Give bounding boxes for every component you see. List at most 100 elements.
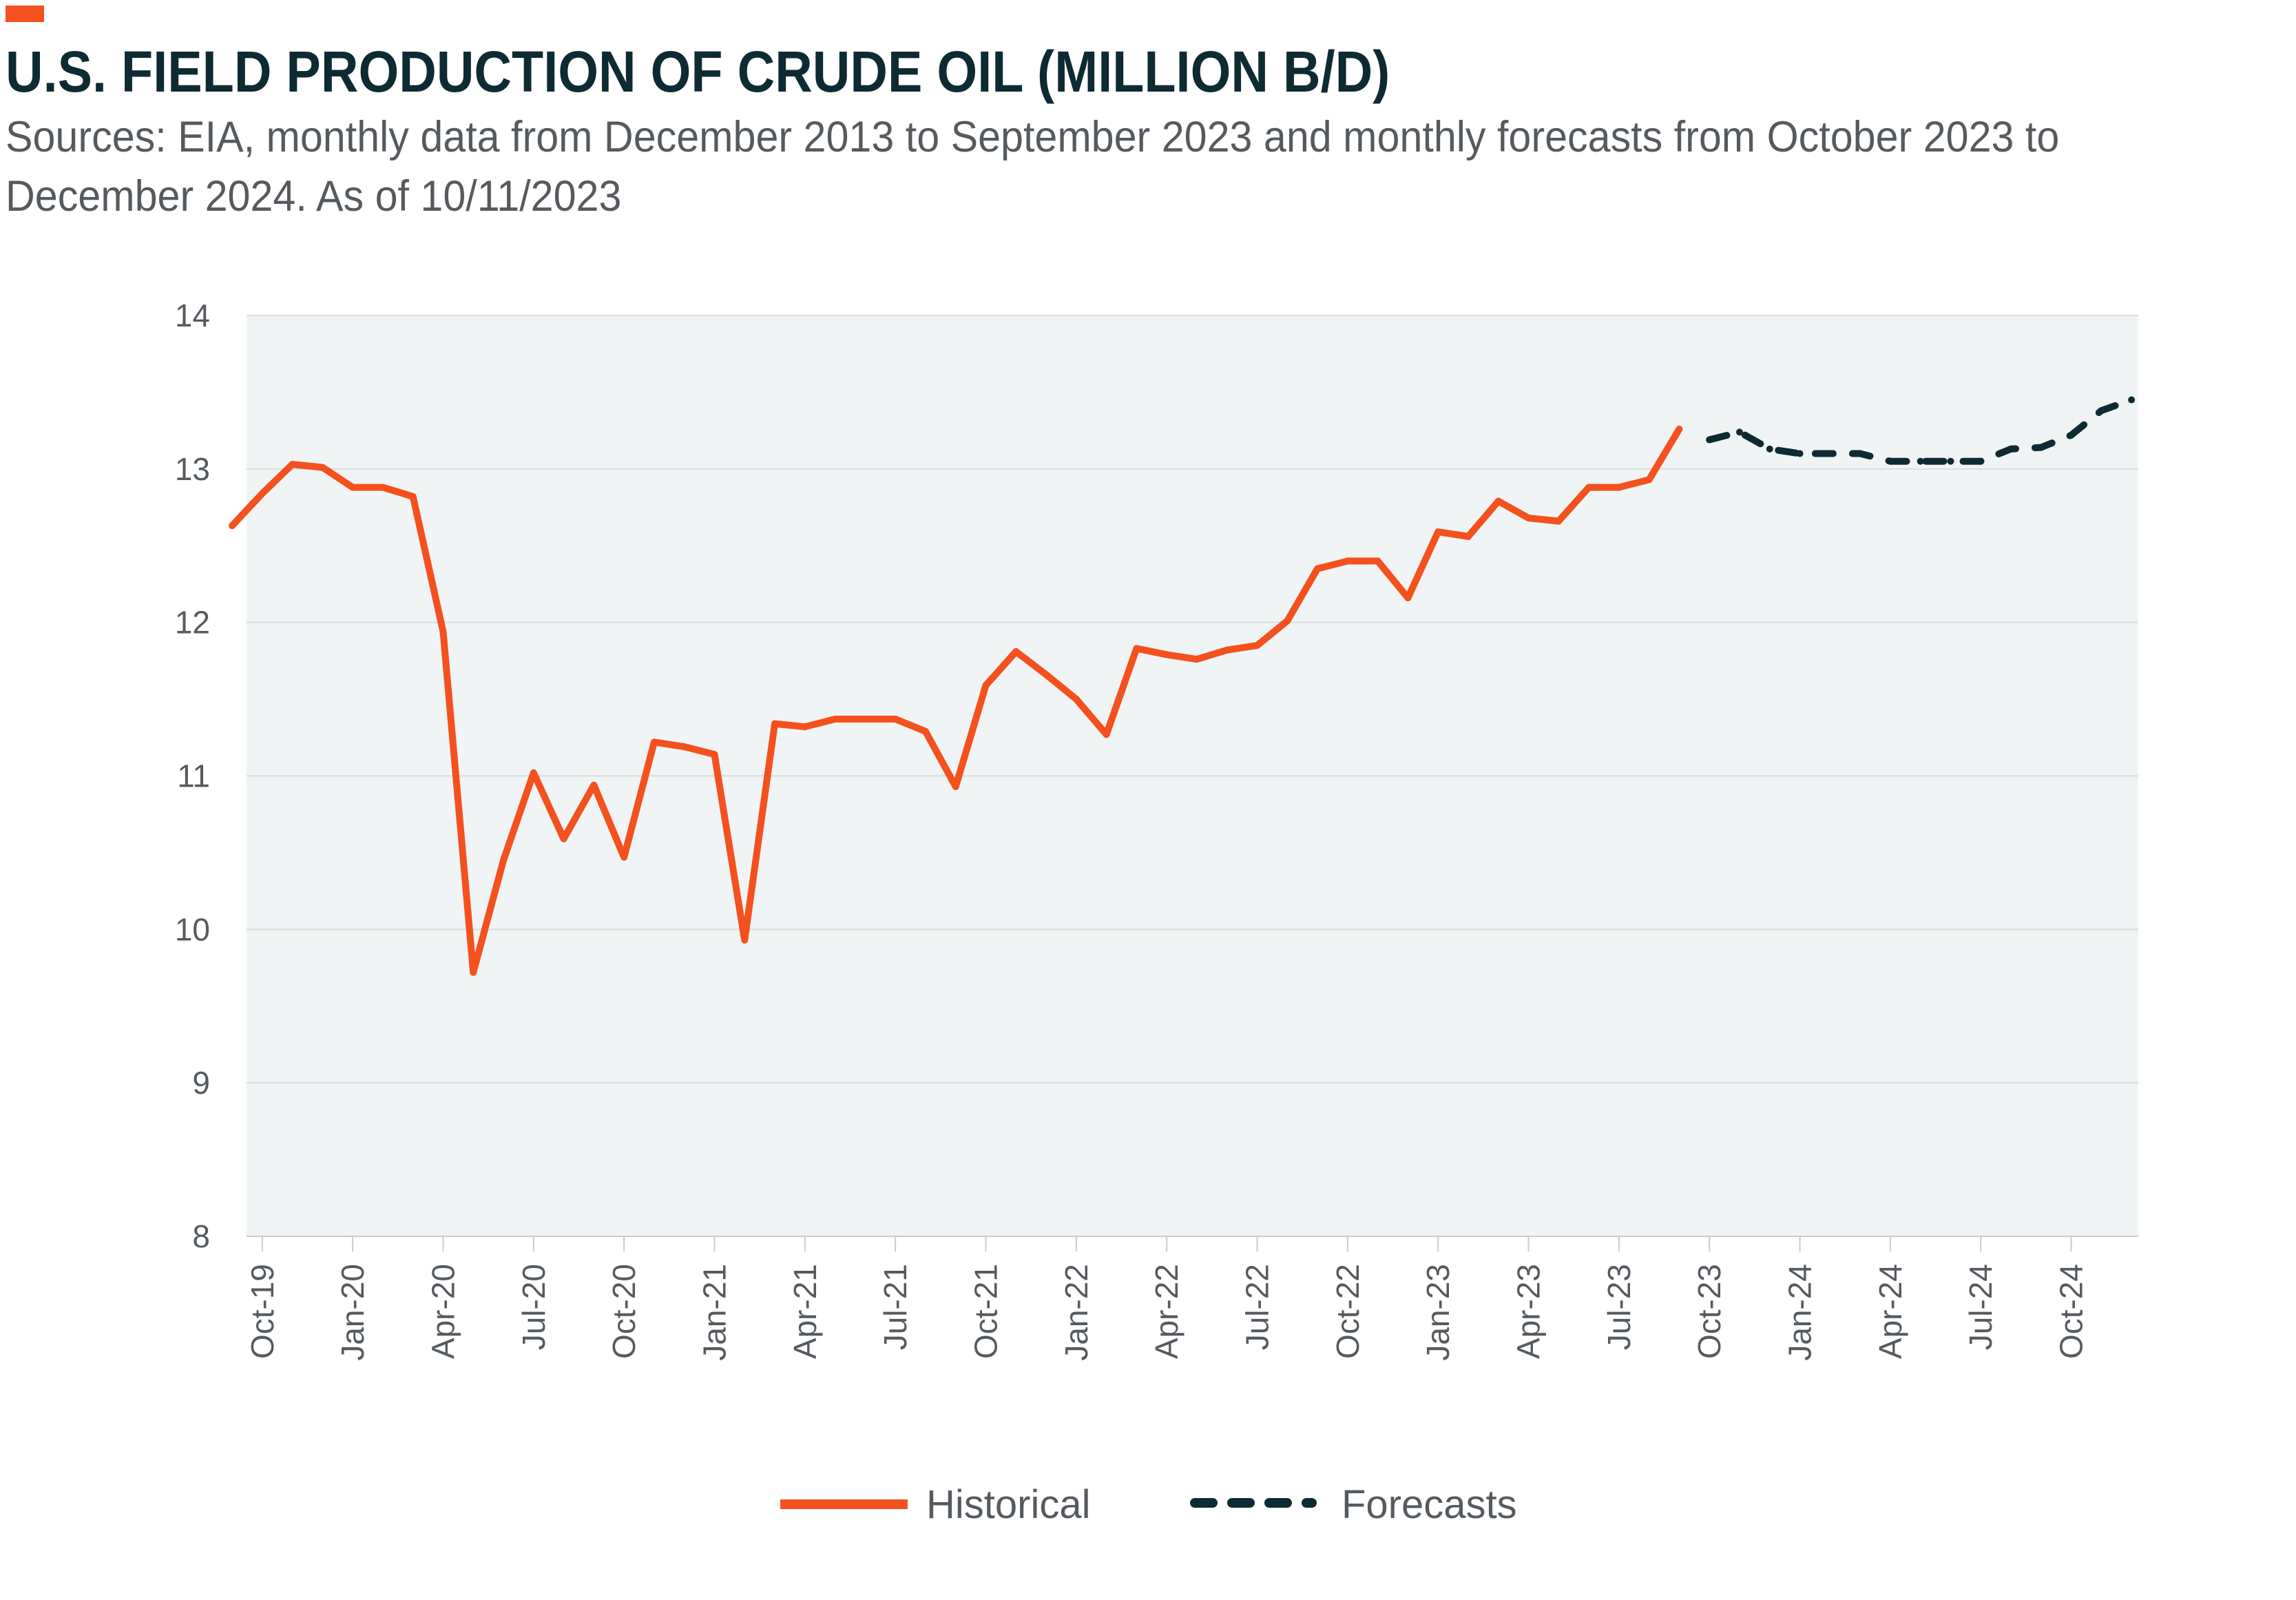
forecasts-point [2037, 444, 2045, 451]
historical-point [982, 682, 990, 689]
historical-point [921, 727, 929, 735]
historical-point [439, 628, 447, 636]
historical-point [1645, 476, 1653, 484]
x-tick-label: Jul-23 [1601, 1264, 1637, 1350]
historical-point [560, 835, 567, 842]
historical-point [1103, 731, 1110, 738]
forecasts-point [2098, 407, 2105, 415]
historical-point [258, 490, 266, 497]
forecasts-point [1857, 450, 1864, 457]
x-tick-label: Apr-24 [1872, 1264, 1908, 1359]
historical-point [711, 751, 718, 758]
historical-point [1555, 517, 1563, 525]
historical-point [500, 857, 508, 864]
x-tick-label: Jul-22 [1240, 1264, 1275, 1350]
x-tick-label: Apr-23 [1511, 1264, 1547, 1359]
x-tick-label: Oct-20 [606, 1264, 642, 1359]
historical-point [289, 461, 296, 468]
y-tick-label: 13 [175, 451, 210, 487]
historical-point [1133, 645, 1140, 652]
y-tick-label: 12 [175, 605, 210, 641]
x-axis: Oct-19 Jan-20 Apr-20 Jul-20 Oct-20 Jan-21 Apr-… [244, 1236, 2138, 1361]
x-tick-label: Jan-22 [1058, 1264, 1094, 1361]
x-tick-label: Jan-20 [335, 1264, 371, 1361]
forecasts-point [1796, 450, 1804, 457]
x-tick-label: Oct-22 [1330, 1264, 1366, 1359]
historical-point [620, 853, 628, 861]
y-tick-label: 11 [177, 758, 210, 794]
historical-point [530, 769, 537, 777]
x-tick-label: Jan-23 [1420, 1264, 1456, 1361]
historical-point [319, 464, 326, 471]
chart-title: U.S. FIELD PRODUCTION OF CRUDE OIL (MILL… [6, 39, 1390, 104]
y-tick-label: 14 [175, 298, 210, 333]
historical-point [1585, 484, 1593, 491]
forecasts-point [1917, 457, 1924, 465]
x-tick-label: Jan-24 [1782, 1264, 1818, 1361]
historical-point [1043, 671, 1050, 678]
forecasts-point [1886, 457, 1894, 465]
forecasts-point [1706, 436, 1713, 444]
x-tick-label: Apr-22 [1149, 1264, 1184, 1359]
forecasts-point [2128, 396, 2136, 404]
y-tick-label: 8 [192, 1218, 210, 1254]
historical-point [1072, 696, 1080, 703]
historical-point [1434, 528, 1442, 536]
historical-point [862, 716, 869, 723]
historical-point [1525, 515, 1532, 522]
historical-point [1314, 565, 1322, 572]
historical-point [1284, 617, 1291, 625]
x-tick-label: Jul-24 [1963, 1264, 1998, 1350]
historical-point [1374, 557, 1381, 565]
historical-point [470, 968, 477, 976]
historical-point [379, 484, 386, 491]
x-tick-label: Oct-23 [1691, 1264, 1727, 1359]
historical-point [1163, 651, 1171, 658]
historical-point [801, 723, 808, 731]
legend-historical-label: Historical [926, 1482, 1091, 1527]
x-tick-label: Apr-21 [787, 1264, 823, 1359]
historical-point [1193, 656, 1200, 663]
historical-point [349, 484, 357, 491]
historical-point [771, 720, 779, 727]
y-tick-label: 10 [175, 911, 210, 947]
historical-point [650, 738, 658, 746]
forecasts-point [1766, 445, 1773, 453]
historical-point [1344, 557, 1351, 565]
historical-point [1404, 594, 1412, 602]
historical-point [680, 743, 688, 751]
historical-point [1676, 425, 1683, 433]
legend-forecasts-label: Forecasts [1342, 1482, 1517, 1527]
x-tick-label: Jul-21 [877, 1264, 913, 1350]
historical-point [1012, 648, 1020, 656]
forecasts-point [2007, 445, 2015, 453]
chart-subtitle: Sources: EIA, monthly data from December… [6, 113, 2060, 220]
x-tick-label: Oct-24 [2054, 1264, 2089, 1359]
historical-point [952, 783, 959, 791]
historical-point [741, 936, 749, 944]
series-layer [229, 396, 2136, 976]
x-tick-label: Oct-21 [968, 1264, 1004, 1359]
historical-point [1464, 532, 1472, 540]
forecasts-line [1706, 396, 2136, 465]
x-tick-label: Jul-20 [516, 1264, 552, 1350]
historical-point [892, 716, 899, 723]
historical-point [229, 522, 236, 530]
forecasts-point [1736, 428, 1743, 436]
x-tick-label: Oct-19 [244, 1264, 280, 1359]
accent-bar [6, 6, 44, 22]
forecasts-point [1947, 457, 1954, 465]
forecasts-point [1826, 450, 1834, 457]
x-tick-label: Jan-21 [696, 1264, 732, 1361]
historical-point [831, 716, 839, 723]
historical-point [590, 781, 598, 789]
historical-point [1223, 646, 1231, 654]
y-tick-label: 9 [192, 1065, 210, 1101]
legend: Historical Forecasts [780, 1482, 1517, 1527]
y-axis: 8 9 10 11 12 13 14 [175, 298, 210, 1254]
x-tick-label: Apr-20 [425, 1264, 461, 1359]
historical-point [1253, 642, 1261, 650]
historical-point [409, 492, 417, 500]
historical-point [1615, 484, 1622, 491]
forecasts-point [1977, 457, 1985, 465]
